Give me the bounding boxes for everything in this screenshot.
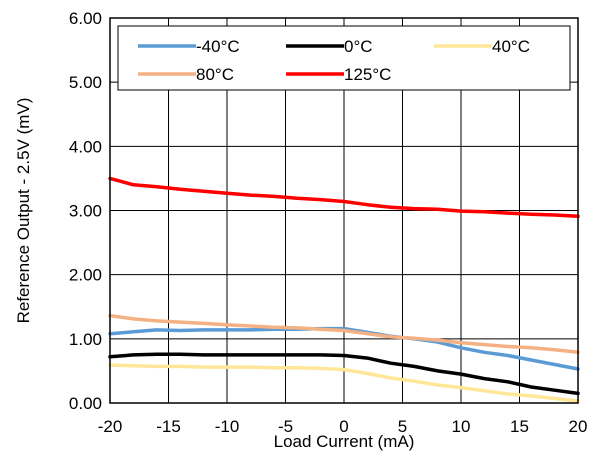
series-line-4 [108,176,580,219]
y-tick-label: 0.00 [69,394,102,413]
legend-box [117,25,571,91]
legend-entry-label: 80°C [196,65,234,84]
y-tick-label: 4.00 [69,137,102,156]
x-tick-label: -15 [156,417,181,436]
x-tick-label: 15 [510,417,529,436]
y-tick-label: 3.00 [69,202,102,221]
legend-entry-label: 40°C [492,37,530,56]
series-line-0 [108,326,580,371]
y-tick-label: 1.00 [69,330,102,349]
y-tick-label: 5.00 [69,73,102,92]
y-axis-title: Reference Output - 2.5V (mV) [14,98,33,324]
legend-entry-label: -40°C [196,37,240,56]
x-tick-label: -10 [215,417,240,436]
plot-frame [109,17,579,404]
x-tick-label: -5 [278,417,293,436]
legend-entry-label: 125°C [344,65,391,84]
x-tick-label: 20 [569,417,588,436]
x-axis-title: Load Current (mA) [274,432,415,451]
series-line-2 [108,363,580,403]
x-tick-label: 10 [452,417,471,436]
x-tick-label: 0 [339,417,348,436]
x-tick-label: 5 [398,417,407,436]
series-line-3 [108,313,580,355]
x-axis-tick-labels: -20 -15 -10 -5 0 5 10 15 20 [98,417,588,436]
legend: -40°C 0°C 40°C 80°C 125°C [117,25,571,91]
y-tick-label: 2.00 [69,266,102,285]
y-axis-tick-labels: 0.00 1.00 2.00 3.00 4.00 5.00 6.00 [69,9,102,413]
legend-entry-label: 0°C [344,37,373,56]
series-line-1 [108,352,580,396]
series-lines [108,176,580,403]
x-tick-label: -20 [98,417,123,436]
y-tick-label: 6.00 [69,9,102,28]
